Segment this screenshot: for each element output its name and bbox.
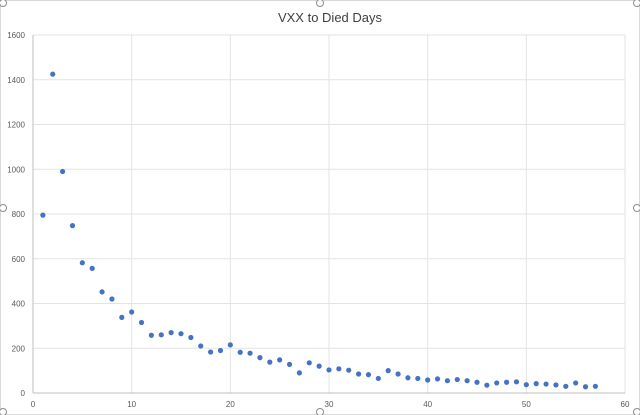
x-tick-label: 20 [226,400,235,409]
data-point [40,212,46,218]
data-point [277,357,283,363]
data-point [385,368,391,374]
data-point [198,343,204,349]
data-point [257,355,263,361]
data-point [50,71,56,77]
data-point [434,376,441,382]
data-point [336,366,342,372]
data-point [365,372,372,378]
y-tick-label: 400 [12,300,26,309]
data-point [375,375,381,382]
resize-handle[interactable] [633,408,640,415]
data-point [444,378,450,384]
data-point [326,367,332,373]
x-tick-label: 0 [31,400,36,409]
data-point [148,332,154,338]
data-point [79,260,85,266]
resize-handle[interactable] [316,0,324,7]
data-points [40,71,599,390]
x-tick-label: 50 [522,400,531,409]
data-point [267,359,273,365]
data-point [306,360,312,366]
y-tick-label: 0 [21,389,26,398]
y-tick-label: 1200 [7,121,25,130]
axes: 0 200 400 600 800 1000 1200 1400 1600 0 10 20 30 40 50… [7,31,630,409]
data-point [227,342,233,348]
data-point [543,381,549,387]
data-point [504,379,510,385]
data-point [168,329,174,336]
data-point [60,168,66,175]
y-tick-label: 1600 [7,31,25,40]
resize-handle[interactable] [0,408,7,415]
data-point [286,361,293,367]
x-tick-label: 60 [621,400,630,409]
data-point [188,334,194,341]
data-point [346,367,352,373]
data-point [415,375,421,382]
data-point [494,380,500,386]
y-tick-label: 1400 [7,76,25,85]
y-tick-label: 600 [12,255,26,264]
x-tick-label: 40 [423,400,432,409]
x-tick-label: 30 [325,400,334,409]
data-point [158,332,164,338]
data-point [109,296,115,302]
data-point [523,382,529,388]
x-tick-label: 10 [127,400,136,409]
data-point [119,314,125,320]
resize-handle[interactable] [0,0,7,7]
data-point [69,223,76,229]
data-point [237,349,243,355]
resize-handle[interactable] [633,204,640,212]
data-point [296,370,302,376]
data-point [356,371,362,377]
data-point [178,331,184,337]
data-point [533,381,539,387]
data-point [425,377,431,383]
data-point [89,265,95,271]
resize-handle[interactable] [633,0,640,7]
y-tick-label: 800 [12,210,26,219]
data-point [464,378,470,384]
data-point [316,363,322,369]
resize-handle[interactable] [316,408,324,415]
data-point [454,376,460,383]
data-point [513,379,520,385]
data-point [405,375,411,381]
resize-handle[interactable] [0,204,7,212]
y-tick-label: 200 [12,344,26,353]
data-point [582,384,589,390]
data-point [395,371,401,377]
data-point [138,319,145,326]
data-point [217,347,224,354]
data-point [563,383,569,389]
data-point [247,350,253,356]
gridlines [33,34,626,393]
data-point [484,382,490,388]
data-point [208,349,214,355]
data-point [592,383,599,389]
data-point [553,382,559,388]
data-point [573,380,579,386]
chart-title: VXX to Died Days [278,10,383,25]
data-point [129,309,135,315]
data-point [474,379,480,385]
y-tick-label: 1000 [7,165,25,174]
data-point [99,289,105,295]
